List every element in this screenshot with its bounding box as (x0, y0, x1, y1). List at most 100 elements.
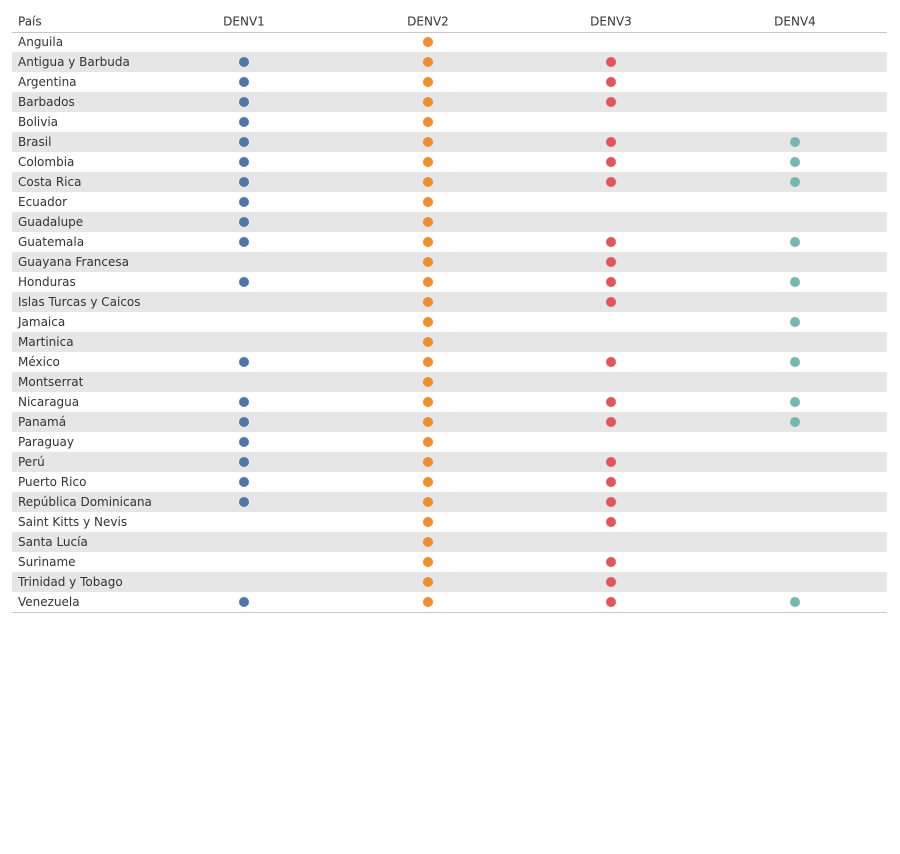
dot (606, 57, 616, 67)
dot (239, 177, 249, 187)
dot (423, 517, 433, 527)
column-header: DENV3 (590, 15, 632, 29)
row-band (12, 532, 887, 552)
dot (790, 177, 800, 187)
dot (606, 517, 616, 527)
row-label: Ecuador (18, 195, 67, 209)
row-band (12, 172, 887, 192)
dot (606, 557, 616, 567)
dot (606, 97, 616, 107)
row-band (12, 92, 887, 112)
dot (239, 277, 249, 287)
row-label: Costa Rica (18, 175, 81, 189)
dot (239, 157, 249, 167)
dot (423, 557, 433, 567)
dot (790, 277, 800, 287)
dot (606, 417, 616, 427)
row-label: Venezuela (18, 595, 80, 609)
column-header: DENV2 (407, 15, 449, 29)
dot (606, 497, 616, 507)
dot (423, 277, 433, 287)
row-label: Guayana Francesa (18, 255, 129, 269)
dot (606, 237, 616, 247)
dot (239, 397, 249, 407)
dot (239, 237, 249, 247)
dot (423, 497, 433, 507)
dot (423, 237, 433, 247)
row-band (12, 212, 887, 232)
dot (239, 417, 249, 427)
dot (239, 97, 249, 107)
row-label: Guadalupe (18, 215, 83, 229)
dot (423, 337, 433, 347)
dot (790, 317, 800, 327)
dot (423, 137, 433, 147)
row-label: Bolivia (18, 115, 58, 129)
row-band (12, 572, 887, 592)
dot (606, 177, 616, 187)
row-label: Honduras (18, 275, 76, 289)
dot (423, 257, 433, 267)
dot (423, 397, 433, 407)
row-label: Jamaica (17, 315, 65, 329)
dot (790, 137, 800, 147)
dot (790, 357, 800, 367)
dot (423, 437, 433, 447)
row-band (12, 52, 887, 72)
row-label: Antigua y Barbuda (18, 55, 130, 69)
dot (606, 157, 616, 167)
dot (423, 77, 433, 87)
dot (423, 597, 433, 607)
row-backgrounds (12, 52, 887, 592)
row-band (12, 292, 887, 312)
row-label: Montserrat (18, 375, 84, 389)
dot (606, 137, 616, 147)
dot (239, 457, 249, 467)
row-label: Trinidad y Tobago (17, 575, 123, 589)
dot (239, 137, 249, 147)
dot (423, 57, 433, 67)
dot (790, 417, 800, 427)
dot (423, 297, 433, 307)
dot (239, 497, 249, 507)
dot (423, 117, 433, 127)
dot (790, 157, 800, 167)
dot (423, 317, 433, 327)
row-label: Panamá (18, 415, 66, 429)
dot (606, 477, 616, 487)
dot (239, 217, 249, 227)
row-label: Santa Lucía (18, 535, 88, 549)
dot (606, 597, 616, 607)
row-band (12, 452, 887, 472)
row-label: Paraguay (18, 435, 74, 449)
dot (606, 257, 616, 267)
dot (423, 37, 433, 47)
dot (423, 357, 433, 367)
dot (239, 357, 249, 367)
dot (239, 477, 249, 487)
row-label: República Dominicana (18, 495, 152, 509)
row-label: Anguila (18, 35, 63, 49)
dot (423, 197, 433, 207)
row-band (12, 252, 887, 272)
row-label: México (18, 355, 60, 369)
dot (423, 457, 433, 467)
row-label: Nicaragua (18, 395, 79, 409)
dot (423, 477, 433, 487)
dot (239, 117, 249, 127)
dot (423, 417, 433, 427)
row-label: Puerto Rico (18, 475, 86, 489)
dot (606, 357, 616, 367)
dot (239, 437, 249, 447)
row-label: Argentina (18, 75, 77, 89)
dot (606, 397, 616, 407)
dot (239, 197, 249, 207)
row-label: Martinica (18, 335, 74, 349)
dot (423, 537, 433, 547)
dot (239, 597, 249, 607)
dot (239, 57, 249, 67)
dot (790, 597, 800, 607)
dot (423, 217, 433, 227)
row-band (12, 372, 887, 392)
